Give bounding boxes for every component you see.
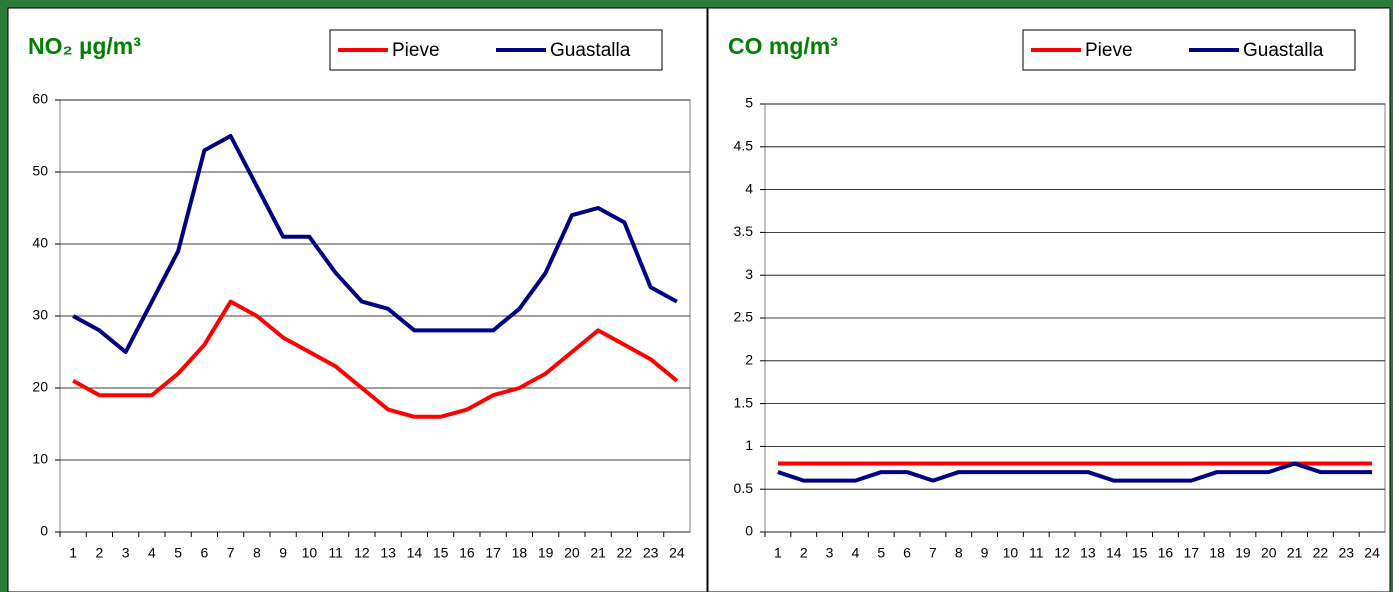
x-tick-label: 13: [1080, 545, 1096, 561]
x-tick-label: 6: [200, 545, 208, 561]
x-tick-label: 4: [148, 545, 156, 561]
x-tick-label: 12: [354, 545, 370, 561]
y-tick-label: 40: [32, 235, 48, 251]
legend-label: Pieve: [1085, 40, 1133, 61]
x-tick-label: 7: [227, 545, 235, 561]
x-tick-label: 1: [69, 545, 77, 561]
x-tick-label: 15: [1132, 545, 1148, 561]
x-tick-label: 10: [302, 545, 318, 561]
x-tick-label: 3: [122, 545, 130, 561]
x-tick-label: 9: [279, 545, 287, 561]
x-tick-label: 16: [459, 545, 475, 561]
x-tick-label: 20: [564, 545, 580, 561]
x-tick-label: 2: [800, 545, 808, 561]
x-tick-label: 22: [617, 545, 633, 561]
chart-title: CO mg/m³: [728, 33, 838, 59]
x-tick-label: 18: [1209, 545, 1225, 561]
y-tick-label: 3.5: [734, 223, 754, 239]
x-tick-label: 22: [1313, 545, 1329, 561]
y-tick-label: 4.5: [734, 138, 754, 154]
x-tick-label: 24: [669, 545, 685, 561]
y-tick-label: 20: [32, 379, 48, 395]
x-tick-label: 23: [1338, 545, 1354, 561]
series-line: [777, 461, 1373, 483]
y-tick-label: 10: [32, 451, 48, 467]
x-tick-label: 19: [538, 545, 554, 561]
x-tick-label: 8: [955, 545, 963, 561]
x-tick-label: 12: [1054, 545, 1070, 561]
x-tick-label: 15: [433, 545, 449, 561]
x-tick-label: 24: [1364, 545, 1380, 561]
legend-label: Guastalla: [1243, 40, 1324, 61]
y-tick-label: 2: [745, 352, 753, 368]
x-tick-label: 11: [1029, 545, 1044, 561]
x-tick-label: 6: [903, 545, 911, 561]
x-tick-label: 7: [929, 545, 937, 561]
y-tick-label: 0.5: [734, 480, 754, 496]
x-tick-label: 21: [1287, 545, 1303, 561]
y-tick-label: 5: [745, 95, 753, 111]
x-tick-label: 18: [512, 545, 528, 561]
x-tick-label: 14: [407, 545, 423, 561]
y-tick-label: 30: [32, 307, 48, 323]
series-line: [72, 134, 678, 354]
x-tick-label: 13: [380, 545, 396, 561]
x-tick-label: 10: [1003, 545, 1019, 561]
panel: [7, 7, 708, 592]
x-tick-label: 5: [877, 545, 885, 561]
x-tick-label: 5: [174, 545, 182, 561]
x-tick-label: 8: [253, 545, 261, 561]
y-tick-label: 50: [32, 163, 48, 179]
y-tick-label: 60: [32, 91, 48, 107]
y-tick-label: 1: [745, 437, 753, 453]
series-line: [72, 299, 679, 419]
x-tick-label: 17: [1183, 545, 1199, 561]
x-tick-label: 23: [643, 545, 659, 561]
x-tick-label: 14: [1106, 545, 1122, 561]
x-tick-label: 9: [981, 545, 989, 561]
x-tick-label: 16: [1158, 545, 1174, 561]
y-tick-label: 1.5: [734, 394, 754, 410]
y-tick-label: 2.5: [734, 309, 754, 325]
x-tick-label: 20: [1261, 545, 1277, 561]
legend-label: Pieve: [392, 40, 440, 61]
x-tick-label: 4: [852, 545, 860, 561]
y-tick-label: 4: [745, 180, 753, 196]
y-tick-label: 0: [40, 523, 48, 539]
x-tick-label: 19: [1235, 545, 1251, 561]
panel: [707, 7, 1391, 592]
legend-label: Guastalla: [550, 40, 631, 61]
x-tick-label: 3: [826, 545, 834, 561]
y-tick-label: 0: [745, 523, 753, 539]
x-tick-label: 2: [95, 545, 103, 561]
x-tick-label: 17: [485, 545, 501, 561]
x-tick-label: 11: [328, 545, 343, 561]
y-tick-label: 3: [745, 266, 753, 282]
x-tick-label: 1: [774, 545, 782, 561]
x-tick-label: 21: [590, 545, 606, 561]
chart-title: NO₂ µg/m³: [28, 33, 141, 59]
